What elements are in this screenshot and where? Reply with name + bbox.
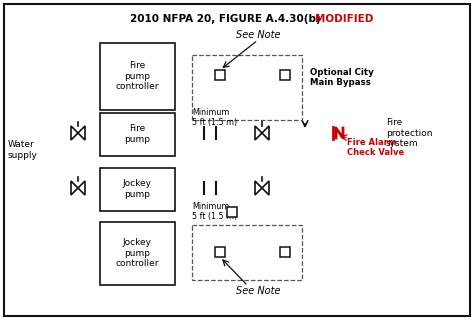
Bar: [280, 247, 290, 257]
Polygon shape: [78, 181, 85, 195]
Polygon shape: [71, 126, 78, 140]
Bar: [192, 225, 302, 280]
Text: Minimum
5 ft (1.5 m): Minimum 5 ft (1.5 m): [192, 108, 237, 127]
Bar: [227, 207, 237, 217]
Bar: [100, 43, 175, 110]
Bar: [215, 70, 225, 80]
Polygon shape: [255, 126, 262, 140]
Bar: [215, 247, 225, 257]
Text: MODIFIED: MODIFIED: [315, 14, 374, 24]
Text: Water
supply: Water supply: [8, 140, 38, 160]
Polygon shape: [78, 126, 85, 140]
Polygon shape: [262, 181, 269, 195]
Bar: [100, 168, 175, 211]
Text: Fire Alarm
Check Valve: Fire Alarm Check Valve: [347, 138, 404, 157]
Polygon shape: [255, 181, 262, 195]
Text: See Note: See Note: [236, 286, 280, 296]
Text: Fire
pump: Fire pump: [124, 124, 150, 144]
Polygon shape: [262, 126, 269, 140]
Bar: [192, 55, 302, 120]
Text: Fire
protection
system: Fire protection system: [386, 118, 432, 148]
Text: Fire
pump
controller: Fire pump controller: [115, 61, 159, 91]
Polygon shape: [71, 181, 78, 195]
Text: Minimum
5 ft (1.5 m): Minimum 5 ft (1.5 m): [192, 202, 237, 221]
Text: See Note: See Note: [236, 30, 280, 40]
Bar: [100, 222, 175, 285]
Text: Jockey
pump: Jockey pump: [122, 179, 152, 199]
Bar: [100, 113, 175, 156]
Bar: [280, 70, 290, 80]
Text: Jockey
pump
controller: Jockey pump controller: [115, 238, 159, 268]
Text: Optional City
Main Bypass: Optional City Main Bypass: [310, 68, 374, 87]
Text: 2010 NFPA 20, FIGURE A.4.30(b): 2010 NFPA 20, FIGURE A.4.30(b): [130, 14, 324, 24]
